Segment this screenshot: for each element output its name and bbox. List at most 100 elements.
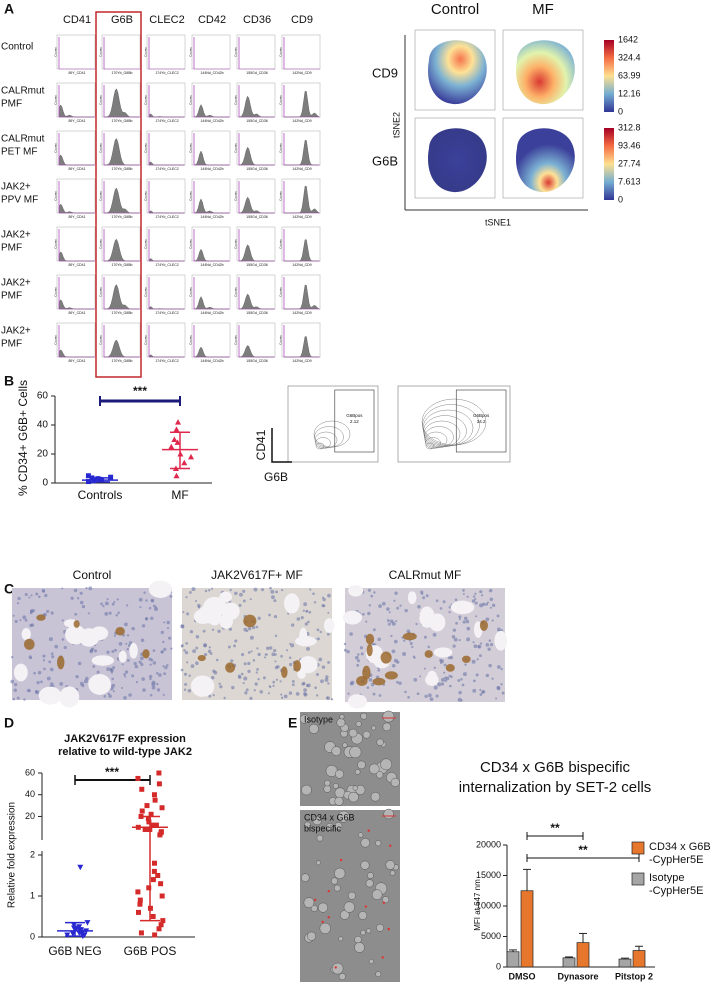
cell	[308, 723, 319, 734]
nucleus	[76, 596, 80, 600]
nucleus	[131, 626, 135, 631]
histogram-x-label: 155Gd_CD36	[246, 311, 267, 315]
nucleus	[163, 647, 167, 651]
histogram-frame	[146, 322, 186, 358]
signal	[382, 901, 386, 905]
nucleus	[281, 588, 284, 592]
nucleus	[306, 683, 311, 688]
nucleus	[389, 619, 394, 624]
fat-cell	[65, 625, 86, 645]
histogram-y-label: Counts	[53, 95, 57, 105]
stained-cell	[445, 663, 455, 672]
nucleus	[13, 682, 18, 687]
nucleus	[273, 649, 277, 653]
data-point	[158, 881, 164, 887]
nucleus	[124, 622, 128, 627]
histogram-frame	[236, 322, 276, 358]
nucleus	[204, 589, 208, 593]
histogram-x-label: 174Yb_CLEC2	[155, 263, 178, 267]
nucleus	[242, 589, 246, 593]
histogram-y-label: Counts	[188, 191, 192, 201]
nucleus	[474, 592, 477, 595]
fat-cell	[429, 613, 446, 632]
fat-cell	[450, 600, 475, 615]
x-tick-label: Pitstop 2	[615, 971, 653, 981]
nucleus	[112, 666, 116, 670]
nucleus	[417, 604, 421, 609]
histogram-frame	[281, 82, 321, 118]
nucleus	[92, 665, 96, 668]
nucleus	[300, 616, 304, 620]
nucleus	[443, 671, 446, 674]
nucleus	[46, 676, 51, 681]
stained-cell	[225, 662, 236, 673]
column-header: CLEC2	[149, 14, 184, 26]
nucleus	[496, 627, 501, 632]
nucleus	[121, 686, 124, 690]
cell	[371, 725, 377, 731]
nucleus	[473, 644, 478, 649]
histogram-frame	[191, 226, 231, 262]
fat-cell	[283, 593, 300, 614]
nucleus	[247, 669, 251, 673]
nucleus	[316, 628, 320, 632]
nucleus	[491, 677, 494, 680]
nucleus	[156, 682, 159, 686]
nucleus	[491, 619, 494, 622]
cell	[385, 860, 396, 870]
data-point	[173, 472, 180, 479]
nucleus	[269, 685, 272, 688]
nucleus	[305, 609, 309, 613]
x-tick-label: Controls	[78, 488, 123, 502]
nucleus	[217, 629, 221, 633]
nucleus	[49, 667, 54, 672]
nucleus	[102, 604, 105, 608]
nucleus	[274, 653, 277, 656]
row-label: JAK2+	[1, 278, 31, 289]
gate-value: 2.12	[350, 419, 359, 424]
histogram-x-label: 142Nd_CD9	[292, 167, 311, 171]
significance-label: ***	[133, 384, 147, 398]
nucleus	[168, 636, 172, 640]
y-tick-label: 2	[30, 849, 35, 859]
nucleus	[279, 680, 282, 683]
nucleus	[70, 596, 74, 600]
cell	[375, 840, 382, 847]
nucleus	[145, 599, 148, 602]
nucleus	[462, 620, 466, 624]
nucleus	[487, 647, 491, 651]
nucleus	[24, 593, 28, 597]
nucleus	[108, 694, 112, 698]
nucleus	[291, 680, 295, 683]
data-point	[139, 808, 145, 814]
nucleus	[106, 667, 111, 671]
nucleus	[149, 693, 153, 697]
colorbar-label: 63.99	[618, 70, 641, 80]
nucleus	[321, 603, 325, 608]
nucleus	[128, 693, 132, 697]
nucleus	[273, 614, 278, 619]
nucleus	[188, 674, 191, 677]
data-point	[139, 786, 145, 792]
nucleus	[160, 630, 165, 635]
cell	[383, 808, 394, 820]
nucleus	[481, 689, 486, 694]
histogram-x-label: 170Yb_G6Bb	[111, 71, 132, 75]
tsne-cloud	[516, 40, 575, 105]
nucleus	[12, 698, 16, 701]
nucleus	[393, 639, 398, 644]
nucleus	[315, 672, 320, 677]
nucleus	[390, 634, 393, 638]
nucleus	[16, 696, 20, 700]
nucleus	[263, 656, 267, 659]
nucleus	[303, 692, 308, 697]
nucleus	[372, 692, 376, 696]
histogram-x-label: 89Y_CD41	[68, 263, 85, 267]
nucleus	[458, 690, 462, 695]
nucleus	[313, 601, 317, 604]
fat-cell	[190, 675, 215, 697]
nucleus	[249, 696, 253, 700]
histogram-x-label: 144Nd_CD42b	[200, 359, 223, 363]
nucleus	[234, 639, 238, 643]
nucleus	[43, 667, 46, 671]
